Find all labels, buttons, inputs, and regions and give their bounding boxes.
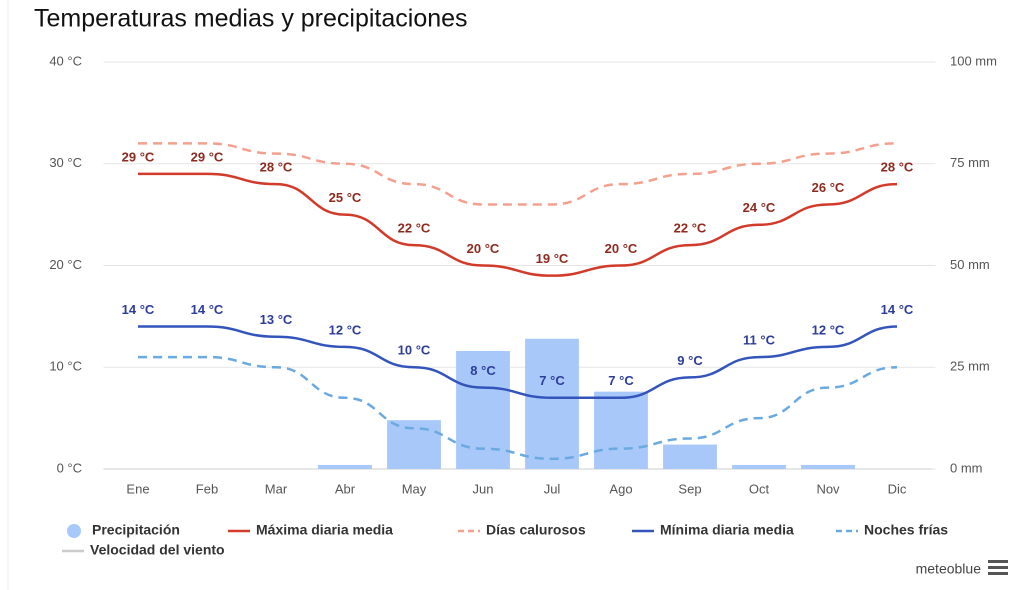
legend-item[interactable]: Noches frías — [836, 522, 948, 538]
y-tick-label: 10 °C — [49, 359, 82, 374]
line — [138, 355, 898, 461]
bar — [594, 391, 648, 469]
legend-label: Noches frías — [864, 522, 948, 538]
chart-title: Temperaturas medias y precipitaciones — [34, 5, 468, 33]
x-tick-label: Ene — [126, 481, 149, 496]
legend-label: Días calurosos — [486, 522, 586, 538]
legend-item[interactable]: Máxima diaria media — [228, 522, 393, 538]
x-tick-label: Mar — [265, 481, 288, 496]
data-label: 10 °C — [398, 343, 431, 358]
data-label: 12 °C — [812, 322, 845, 337]
line — [137, 325, 898, 400]
legend-item[interactable]: Velocidad del viento — [62, 542, 225, 558]
data-label: 20 °C — [467, 241, 500, 256]
y2-tick-label: 75 mm — [950, 155, 990, 170]
data-label: 25 °C — [329, 190, 362, 205]
data-label: 19 °C — [536, 251, 569, 266]
data-label: 22 °C — [398, 221, 431, 236]
x-tick-label: Sep — [678, 481, 701, 496]
y2-tick-label: 25 mm — [950, 359, 990, 374]
line — [138, 172, 898, 277]
data-label: 28 °C — [881, 160, 914, 175]
data-label: 13 °C — [260, 312, 293, 327]
y-tick-label: 30 °C — [49, 155, 82, 170]
legend-item[interactable]: Mínima diaria media — [632, 522, 794, 538]
legend-label: Precipitación — [92, 522, 180, 538]
x-tick-label: Feb — [196, 481, 218, 496]
data-label: 11 °C — [743, 333, 776, 348]
data-label: 29 °C — [122, 149, 155, 164]
x-tick-label: Ago — [609, 481, 632, 496]
data-label: 22 °C — [674, 221, 707, 236]
bar — [663, 444, 717, 469]
credit: meteoblue — [916, 561, 982, 577]
x-tick-label: Dic — [888, 481, 907, 496]
y2-tick-label: 50 mm — [950, 257, 990, 272]
x-tick-label: Jul — [544, 481, 561, 496]
x-tick-label: May — [402, 481, 427, 496]
y-tick-label: 40 °C — [49, 53, 82, 68]
data-label: 28 °C — [260, 160, 293, 175]
menu-icon[interactable] — [988, 560, 1008, 575]
legend-label: Mínima diaria media — [660, 522, 794, 538]
data-label: 14 °C — [881, 302, 914, 317]
data-label: 29 °C — [191, 149, 224, 164]
data-label: 14 °C — [191, 302, 224, 317]
legend-label: Máxima diaria media — [256, 522, 393, 538]
bar — [732, 464, 786, 469]
legend-item[interactable]: Días calurosos — [458, 522, 586, 538]
y-tick-label: 20 °C — [49, 257, 82, 272]
data-label: 7 °C — [608, 373, 634, 388]
line — [138, 142, 898, 206]
data-label: 26 °C — [812, 180, 845, 195]
x-tick-label: Jun — [473, 481, 494, 496]
x-tick-label: Nov — [816, 481, 840, 496]
x-tick-label: Oct — [749, 481, 770, 496]
data-label: 9 °C — [677, 353, 703, 368]
data-label: 14 °C — [122, 302, 155, 317]
data-label: 20 °C — [605, 241, 638, 256]
x-tick-label: Abr — [335, 481, 356, 496]
legend-label: Velocidad del viento — [90, 542, 225, 558]
bar — [318, 464, 372, 469]
data-label: 7 °C — [539, 373, 565, 388]
data-label: 12 °C — [329, 322, 362, 337]
legend-item[interactable]: Precipitación — [67, 522, 180, 538]
legend-symbol — [67, 524, 81, 538]
y2-tick-label: 0 mm — [950, 460, 983, 475]
bar — [801, 464, 855, 469]
data-label: 24 °C — [743, 200, 776, 215]
y2-tick-label: 100 mm — [950, 53, 997, 68]
y-tick-label: 0 °C — [57, 460, 82, 475]
bar — [525, 338, 579, 469]
data-label: 8 °C — [470, 363, 496, 378]
